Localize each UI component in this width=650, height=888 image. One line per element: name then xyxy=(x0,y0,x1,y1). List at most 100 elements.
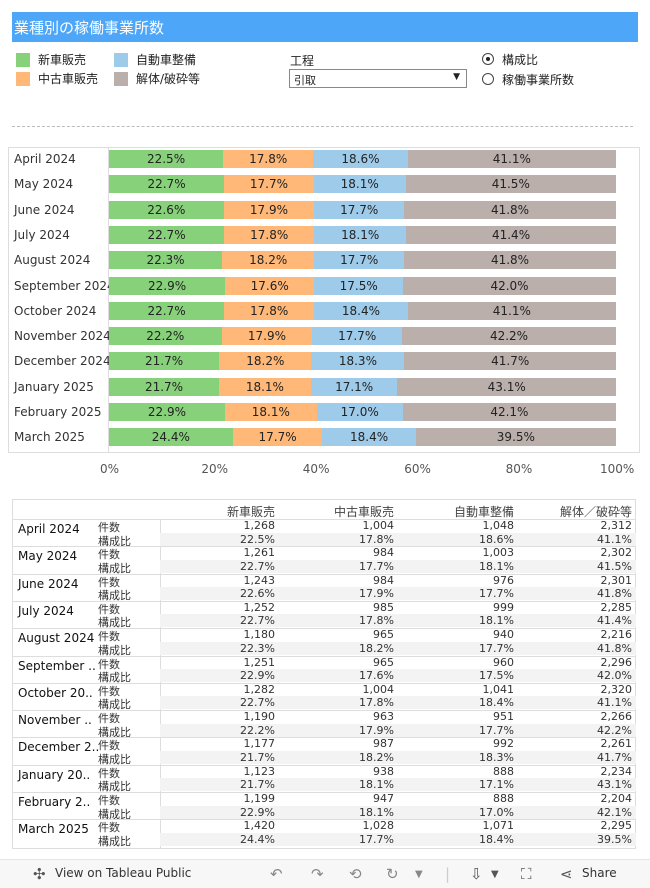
bar-segment[interactable]: 21.7% xyxy=(109,352,220,371)
dashed-divider xyxy=(12,126,633,127)
bar-segment[interactable]: 17.7% xyxy=(224,175,314,194)
bar-segment[interactable]: 42.2% xyxy=(402,327,616,346)
table-cell: 1,190 xyxy=(243,710,276,724)
chevron-down-icon[interactable]: ▼ xyxy=(415,869,423,880)
bar-segment[interactable]: 18.4% xyxy=(314,301,408,320)
table-cell: 41.8% xyxy=(597,641,632,655)
bar-segment[interactable]: 22.3% xyxy=(109,251,223,270)
radio-label: 稼働事業所数 xyxy=(502,73,575,87)
bar-segment[interactable]: 17.9% xyxy=(223,200,315,219)
row-label: August 2024 xyxy=(14,253,91,268)
bar-segment[interactable]: 41.1% xyxy=(407,150,616,168)
bar-segment[interactable]: 18.1% xyxy=(224,403,317,421)
bar-segment[interactable]: 42.0% xyxy=(403,276,616,295)
filter-label: 工程 xyxy=(290,54,315,68)
refresh-icon[interactable]: ↻ xyxy=(386,865,399,883)
bar-segment[interactable]: 18.1% xyxy=(219,377,311,396)
bar-segment[interactable]: 17.7% xyxy=(232,428,323,447)
table-cell: 39.5% xyxy=(597,832,632,846)
table-month-label: October 20.. xyxy=(18,685,93,700)
bar-segment[interactable]: 42.1% xyxy=(402,403,616,421)
row-label: January 2025 xyxy=(14,379,94,394)
table-cell: 985 xyxy=(373,600,394,614)
bar-segment[interactable]: 17.0% xyxy=(316,403,403,421)
table-cell: 940 xyxy=(493,628,514,642)
tableau-logo-icon: ✣ xyxy=(33,865,46,883)
table-cell: 1,252 xyxy=(243,600,276,614)
x-tick-label: 80% xyxy=(505,462,533,476)
table-sub-label: 構成比 xyxy=(98,671,131,684)
table-row-divider xyxy=(12,546,636,548)
bar-segment[interactable]: 18.1% xyxy=(314,225,407,244)
bar-segment[interactable]: 17.8% xyxy=(224,225,315,244)
bar-segment[interactable]: 22.6% xyxy=(109,200,224,219)
bar-segment[interactable]: 41.1% xyxy=(407,301,616,320)
table-sub-label: 構成比 xyxy=(98,698,131,712)
bar-segment[interactable]: 41.8% xyxy=(404,251,616,270)
bar-segment[interactable]: 41.8% xyxy=(404,200,616,219)
bar-segment[interactable]: 17.7% xyxy=(312,327,403,346)
bar-segment[interactable]: 22.2% xyxy=(109,327,222,346)
fullscreen-icon[interactable]: ⛶ xyxy=(521,865,532,883)
bar-segment[interactable]: 17.9% xyxy=(221,327,313,346)
table-cell: 17.5% xyxy=(479,669,514,682)
bar-segment[interactable]: 21.7% xyxy=(109,377,220,396)
share-icon[interactable]: ⋖ xyxy=(560,865,573,883)
table-sub-label: 件数 xyxy=(98,548,120,562)
download-icon[interactable]: ⇩ xyxy=(470,865,483,883)
table-row-divider xyxy=(12,573,636,575)
table-cell: 2,204 xyxy=(600,792,633,805)
bar-segment[interactable]: 17.8% xyxy=(223,150,314,168)
bar-segment[interactable]: 18.6% xyxy=(313,150,408,168)
bar-segment[interactable]: 41.5% xyxy=(405,175,616,194)
table-row-shade xyxy=(160,641,636,655)
table-cell: 2,296 xyxy=(600,655,633,669)
bar-segment[interactable]: 17.7% xyxy=(314,251,405,270)
radio-label: 構成比 xyxy=(502,53,539,67)
undo-icon[interactable]: ↶ xyxy=(270,865,283,883)
row-label: September 2024 xyxy=(14,278,115,293)
bar-segment[interactable]: 18.4% xyxy=(322,428,416,447)
bar-segment[interactable]: 41.4% xyxy=(406,225,616,244)
bar-segment[interactable]: 18.3% xyxy=(311,352,405,371)
bar-segment[interactable]: 17.8% xyxy=(224,301,315,320)
bar-segment[interactable]: 17.7% xyxy=(314,200,405,219)
table-sub-label: 件数 xyxy=(98,821,120,835)
bar-segment[interactable]: 22.9% xyxy=(109,403,225,421)
bar-segment[interactable]: 18.2% xyxy=(222,251,315,270)
bar-segment[interactable]: 18.1% xyxy=(313,175,406,194)
bar-segment[interactable]: 22.7% xyxy=(109,301,225,320)
table-cell: 17.6% xyxy=(359,669,394,682)
table-cell: 17.7% xyxy=(479,723,514,737)
bar-segment[interactable]: 17.1% xyxy=(310,377,398,396)
table-cell: 17.0% xyxy=(479,805,514,819)
table-cell: 1,268 xyxy=(243,519,276,532)
table-cell: 22.9% xyxy=(240,669,275,682)
table-month-label: July 2024 xyxy=(18,603,74,618)
bar-segment[interactable]: 22.9% xyxy=(109,276,226,295)
process-filter-dropdown[interactable]: 引取 ▼ xyxy=(289,69,467,88)
table-cell: 17.8% xyxy=(359,696,394,710)
table-cell: 1,180 xyxy=(243,628,276,642)
view-on-tableau-link[interactable]: View on Tableau Public xyxy=(55,866,192,880)
legend-label: 解体/破砕等 xyxy=(136,72,201,86)
table-cell: 1,177 xyxy=(243,737,276,751)
footer-toolbar: ✣ View on Tableau Public ↶ ↷ ⟲ ↻ ▼ | ⇩ ▼… xyxy=(0,859,650,888)
bar-segment[interactable]: 41.7% xyxy=(404,352,616,371)
bar-segment[interactable]: 22.7% xyxy=(109,225,225,244)
bar-segment[interactable]: 22.5% xyxy=(109,150,224,168)
revert-icon[interactable]: ⟲ xyxy=(349,865,362,883)
bar-segment[interactable]: 17.6% xyxy=(225,276,315,295)
chevron-down-icon[interactable]: ▼ xyxy=(491,869,499,880)
bar-segment[interactable]: 22.7% xyxy=(109,175,225,194)
bar-segment[interactable]: 18.2% xyxy=(219,352,312,371)
bar-segment[interactable]: 17.5% xyxy=(314,276,404,295)
table-sub-label: 件数 xyxy=(98,575,120,589)
redo-icon[interactable]: ↷ xyxy=(311,865,324,883)
bar-segment[interactable]: 39.5% xyxy=(415,428,616,447)
filter-value: 引取 xyxy=(294,74,316,87)
bar-segment[interactable]: 24.4% xyxy=(109,428,233,447)
table-cell: 22.7% xyxy=(240,559,275,573)
share-button[interactable]: Share xyxy=(582,866,617,880)
bar-segment[interactable]: 43.1% xyxy=(397,377,616,396)
